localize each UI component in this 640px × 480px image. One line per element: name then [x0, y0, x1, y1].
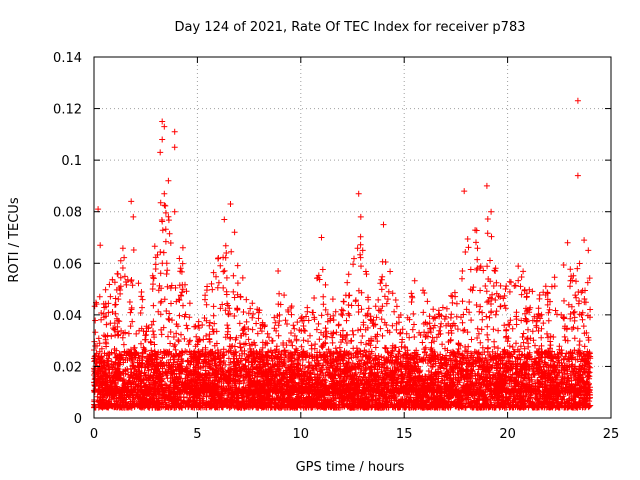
y-tick-label: 0.14 — [53, 51, 82, 66]
axis-ticks: 0 5 10 15 20 25 0 0.02 0.04 0.06 0.08 0.1 0.12 0.14 — [53, 51, 619, 442]
data-point — [161, 190, 168, 197]
data-point — [574, 97, 581, 104]
data-point — [231, 229, 238, 236]
y-tick-label: 0.04 — [53, 309, 82, 324]
data-point — [130, 213, 137, 220]
data-point — [159, 136, 166, 143]
data-point — [128, 198, 135, 205]
data-point — [159, 118, 166, 125]
data-point — [179, 244, 186, 251]
data-point — [564, 239, 571, 246]
data-point — [97, 242, 104, 249]
y-tick-label: 0.06 — [53, 257, 82, 272]
y-axis-label: ROTI / TECUs — [7, 197, 22, 282]
data-point — [585, 247, 592, 254]
chart-title: Day 124 of 2021, Rate Of TEC Index for r… — [175, 20, 526, 35]
data-point — [355, 190, 362, 197]
data-point — [581, 237, 588, 244]
data-point — [95, 206, 102, 213]
x-tick-label: 5 — [193, 427, 201, 442]
x-axis-label: GPS time / hours — [296, 460, 405, 475]
data-point — [483, 182, 490, 189]
data-point — [227, 201, 234, 207]
y-tick-label: 0.08 — [53, 206, 82, 221]
data-point — [171, 144, 178, 151]
data-point — [357, 213, 364, 220]
data-point — [488, 208, 495, 215]
data-point — [461, 188, 468, 195]
data-point-cloud — [91, 199, 594, 411]
data-point — [171, 128, 178, 135]
y-tick-label: 0.1 — [61, 154, 82, 169]
data-point — [318, 234, 325, 241]
plot-frame — [93, 56, 612, 419]
y-tick-label: 0.12 — [53, 103, 82, 118]
data-point — [161, 123, 168, 130]
x-tick-label: 10 — [293, 427, 310, 442]
data-point — [157, 149, 164, 156]
y-tick-label: 0.02 — [53, 360, 82, 375]
data-point — [171, 208, 178, 215]
y-tick-label: 0 — [74, 412, 82, 427]
data-point — [275, 268, 282, 274]
data-point — [165, 177, 172, 184]
data-points — [91, 97, 594, 411]
x-tick-label: 0 — [90, 427, 98, 442]
data-point — [221, 216, 228, 223]
x-tick-label: 20 — [499, 427, 516, 442]
data-point — [380, 221, 387, 228]
x-tick-label: 25 — [603, 427, 620, 442]
x-tick-label: 15 — [396, 427, 413, 442]
data-point — [574, 172, 581, 179]
